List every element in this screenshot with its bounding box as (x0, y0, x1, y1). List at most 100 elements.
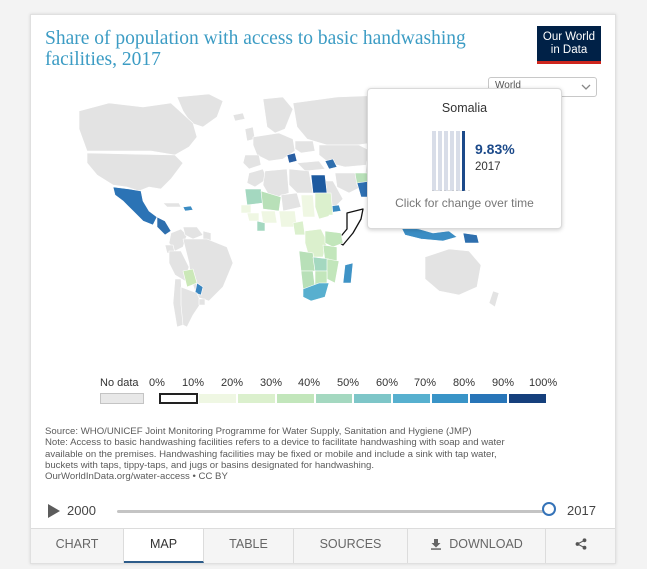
country-moldova-ukraine (294, 140, 316, 154)
country-central-america (156, 216, 172, 236)
tab-bar: CHART MAP TABLE SOURCES DOWNLOAD (31, 528, 615, 563)
logo-line-2: in Data (550, 43, 588, 56)
share-icon (575, 538, 586, 550)
tooltip-hint: Click for change over time (395, 196, 534, 210)
country-south-africa (302, 282, 330, 302)
country-chad (300, 194, 316, 218)
chart-title: Share of population with access to basic… (45, 28, 466, 70)
country-spain (242, 154, 262, 170)
region-select-value: World (495, 80, 521, 91)
legend-label-70: 70% (414, 377, 437, 389)
legend-swatch-40-50[interactable] (315, 393, 353, 404)
country-argentina (180, 286, 202, 328)
legend-swatch-30-40[interactable] (276, 393, 315, 404)
note-line-1: Note: Access to basic handwashing facili… (45, 437, 505, 449)
country-iceland (232, 112, 246, 122)
country-morocco (246, 168, 268, 188)
tab-sources[interactable]: SOURCES (294, 529, 408, 563)
country-georgia-armenia (324, 158, 338, 170)
legend-label-80: 80% (453, 377, 476, 389)
country-colombia (168, 228, 188, 252)
tab-download-label: DOWNLOAD (449, 537, 523, 551)
country-egypt (310, 174, 328, 194)
country-scandinavia (262, 96, 294, 134)
legend-label-50: 50% (337, 377, 360, 389)
chevron-down-icon (581, 84, 591, 90)
download-icon (431, 539, 442, 550)
chart-notes: Source: WHO/UNICEF Joint Monitoring Prog… (45, 426, 605, 482)
source-url[interactable]: OurWorldInData.org/water-access • CC BY (45, 471, 228, 483)
country-drc (304, 228, 328, 258)
country-madagascar (342, 262, 354, 284)
tab-sources-label: SOURCES (319, 537, 382, 551)
country-cuba (162, 202, 182, 208)
country-iran (334, 172, 362, 194)
country-mozambique (326, 258, 340, 284)
country-angola (298, 250, 316, 272)
timeline-track[interactable] (117, 510, 550, 513)
play-icon[interactable] (48, 504, 60, 518)
tab-table-label: TABLE (229, 537, 268, 551)
sparkline-bars (432, 131, 472, 191)
note-line-2: available on the premises. Handwashing f… (45, 448, 497, 460)
timeline-start-year: 2000 (67, 503, 96, 518)
tooltip-country: Somalia (441, 101, 488, 115)
country-uganda-kenya (324, 230, 344, 248)
tab-chart-label: CHART (55, 537, 99, 551)
legend-swatch-90-100[interactable] (508, 393, 547, 404)
country-senegal (240, 204, 252, 214)
tab-download[interactable]: DOWNLOAD (408, 529, 546, 563)
country-zambia (312, 256, 330, 272)
country-usa (86, 152, 184, 192)
country-haiti-dr (182, 205, 194, 212)
timeline-handle[interactable] (542, 502, 556, 516)
country-car (302, 216, 320, 230)
country-venezuela (182, 226, 204, 240)
legend-label-100: 100% (529, 377, 558, 389)
legend-no-data-label: No data (100, 377, 139, 389)
legend-label-0: 0% (149, 377, 165, 389)
country-libya (288, 168, 314, 194)
timeline-end-year: 2017 (567, 503, 596, 518)
country-burkina-ghana (260, 210, 278, 224)
legend-no-data-swatch[interactable] (100, 393, 144, 404)
country-ethiopia (328, 214, 348, 236)
legend-swatch-10-20[interactable] (198, 393, 237, 404)
country-algeria (262, 168, 290, 200)
country-chile (172, 278, 184, 328)
legend-swatch-80-90[interactable] (469, 393, 508, 404)
country-mexico (112, 186, 158, 226)
country-indonesia (400, 226, 458, 242)
country-niger (280, 192, 302, 212)
legend-swatch-50-60[interactable] (353, 393, 392, 404)
legend-swatch-0-10[interactable] (159, 393, 198, 404)
country-mauritania (244, 188, 264, 206)
country-guinea (246, 212, 260, 222)
logo-line-1: Our World (542, 31, 596, 43)
legend-swatch-70-80[interactable] (431, 393, 469, 404)
tab-map[interactable]: MAP (124, 529, 204, 563)
country-new-zealand (488, 290, 500, 308)
tooltip-year: 2017 (475, 161, 501, 173)
source-text: Source: WHO/UNICEF Joint Monitoring Prog… (45, 426, 472, 437)
owid-logo[interactable]: Our World in Data (537, 26, 601, 64)
legend-label-90: 90% (492, 377, 515, 389)
legend-swatch-20-30[interactable] (237, 393, 276, 404)
tab-map-label: MAP (149, 537, 178, 551)
country-western-europe (252, 132, 296, 162)
country-tooltip: Somalia 9.83% 2017 Click for change over… (367, 88, 562, 229)
country-canada (78, 102, 198, 156)
country-cote-divoire (256, 220, 266, 232)
tab-table[interactable]: TABLE (204, 529, 294, 563)
country-serbia (286, 152, 298, 164)
legend-label-10: 10% (182, 377, 205, 389)
legend-swatch-60-70[interactable] (392, 393, 431, 404)
country-cameroon (292, 220, 306, 236)
country-turkey (296, 160, 326, 172)
legend-label-30: 30% (260, 377, 283, 389)
share-button[interactable] (546, 529, 615, 563)
tooltip-value: 9.83% (475, 141, 515, 157)
tab-chart[interactable]: CHART (31, 529, 124, 563)
country-sudan (314, 192, 334, 220)
note-line-3: buckets with taps, tippy-taps, and jugs … (45, 459, 375, 471)
